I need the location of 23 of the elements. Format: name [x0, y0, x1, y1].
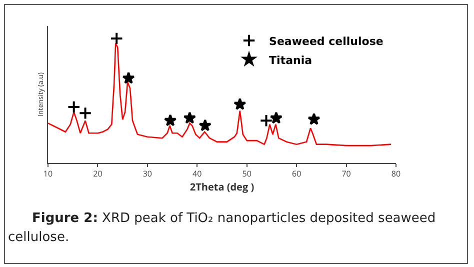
x-axis-title: 2Theta (deg ) [190, 180, 254, 194]
point [78, 106, 92, 120]
point [270, 112, 283, 124]
point [122, 72, 135, 84]
x-tick-label: 50 [242, 168, 252, 180]
point [183, 112, 196, 124]
text: Figure 2: XRD peak of TiO₂ nanoparticles deposited seaweed cellulose. [8, 211, 436, 245]
x-tick-label: 80 [391, 168, 401, 180]
legend-label: Seaweed cellulose [269, 34, 384, 48]
point [110, 32, 124, 46]
point [260, 114, 273, 128]
x-tick-label: 40 [192, 168, 202, 180]
point [308, 112, 320, 125]
legend-label: Titania [269, 54, 312, 67]
point [164, 114, 177, 126]
x-tick-label: 30 [142, 168, 152, 180]
point [67, 100, 80, 114]
x-tick-label: 70 [342, 168, 352, 180]
x-tick-label: 10 [43, 168, 53, 180]
x-tick-label: 60 [292, 168, 302, 180]
x-tick-label: 20 [93, 168, 103, 180]
point [198, 119, 212, 132]
point [234, 98, 246, 110]
